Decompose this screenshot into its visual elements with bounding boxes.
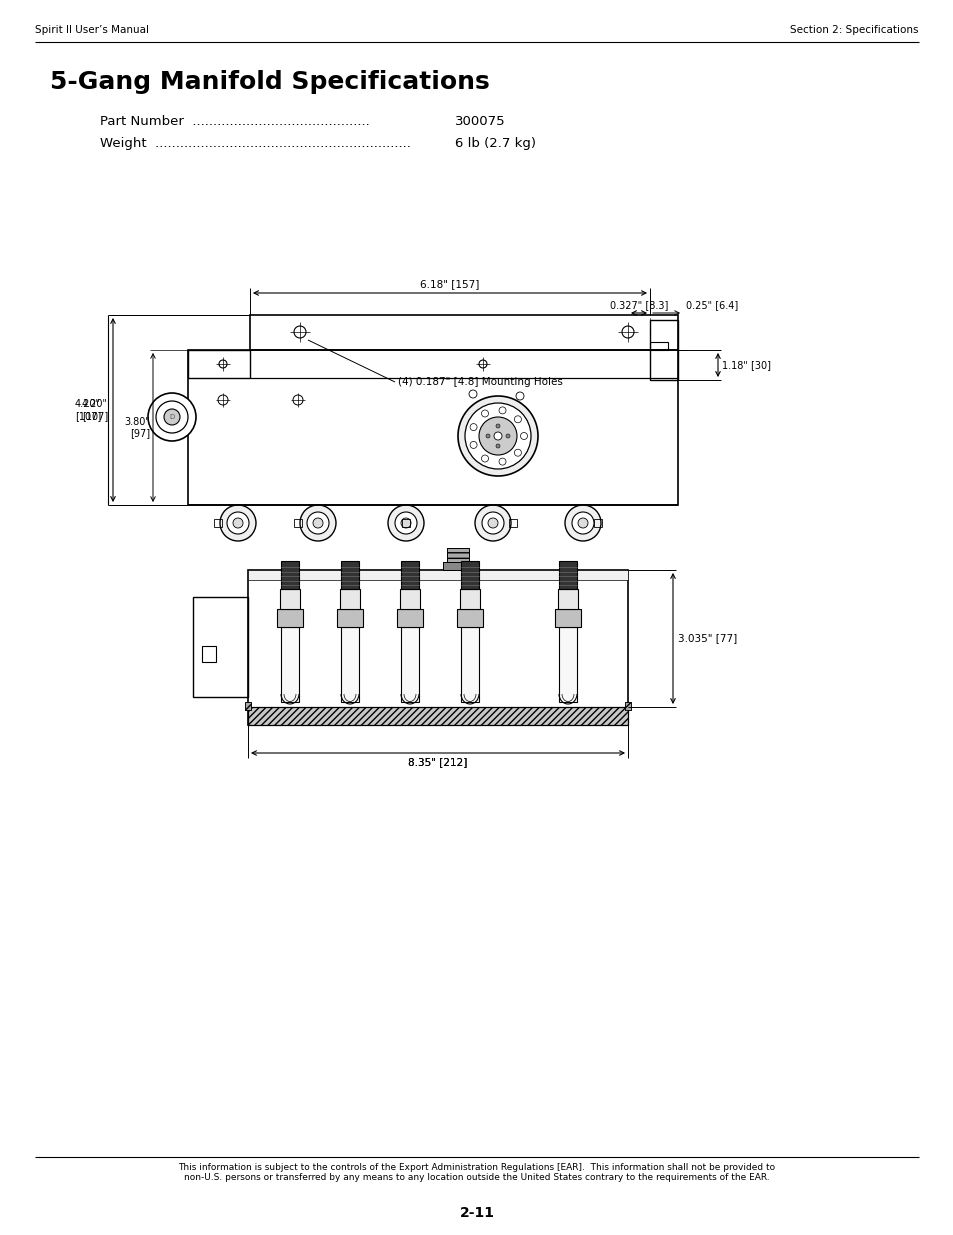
Circle shape	[307, 513, 329, 534]
Bar	[447, 548, 469, 562]
Bar	[460, 561, 478, 589]
Circle shape	[485, 433, 490, 438]
Bar	[245, 701, 251, 710]
Bar	[248, 706, 627, 725]
Bar	[245, 701, 251, 710]
Bar	[594, 519, 601, 527]
Circle shape	[496, 445, 499, 448]
Bar	[276, 609, 303, 627]
Bar	[399, 589, 419, 609]
Bar	[396, 609, 422, 627]
Bar	[188, 350, 678, 505]
Bar	[339, 589, 359, 609]
Circle shape	[470, 424, 476, 431]
Bar	[188, 350, 250, 378]
Text: 3.035" [77]: 3.035" [77]	[678, 634, 737, 643]
Bar	[400, 627, 418, 701]
Bar	[248, 571, 627, 580]
Bar	[509, 519, 517, 527]
Bar	[624, 701, 630, 710]
Bar	[456, 609, 482, 627]
Bar	[280, 589, 299, 609]
Circle shape	[481, 454, 488, 462]
Text: This information is subject to the controls of the Export Administration Regulat: This information is subject to the contr…	[178, 1163, 775, 1182]
Circle shape	[148, 393, 195, 441]
Circle shape	[470, 441, 476, 448]
Bar	[213, 519, 222, 527]
Bar	[649, 320, 678, 380]
Bar	[202, 646, 215, 662]
Bar	[193, 597, 248, 697]
Circle shape	[481, 410, 488, 417]
Bar	[649, 342, 667, 350]
Circle shape	[520, 432, 527, 440]
Circle shape	[514, 450, 521, 456]
Bar	[248, 571, 627, 725]
Text: 0.327" [8.3]: 0.327" [8.3]	[609, 300, 667, 310]
Bar	[459, 589, 479, 609]
Text: D: D	[170, 414, 174, 420]
Circle shape	[578, 517, 587, 529]
Bar	[460, 627, 478, 701]
Bar	[294, 519, 302, 527]
Bar	[401, 519, 410, 527]
Circle shape	[572, 513, 594, 534]
Text: 8.35" [212]: 8.35" [212]	[408, 757, 467, 767]
Bar	[336, 609, 363, 627]
Circle shape	[498, 458, 505, 466]
Circle shape	[220, 505, 255, 541]
Text: (4) 0.187" [4.8] Mounting Holes: (4) 0.187" [4.8] Mounting Holes	[397, 377, 562, 387]
Circle shape	[400, 517, 411, 529]
Circle shape	[488, 517, 497, 529]
Bar	[400, 561, 418, 589]
Circle shape	[233, 517, 243, 529]
Circle shape	[564, 505, 600, 541]
Circle shape	[299, 505, 335, 541]
Circle shape	[313, 517, 323, 529]
Bar	[248, 706, 627, 725]
Text: Weight  ..............................................................: Weight .................................…	[100, 137, 411, 149]
Circle shape	[395, 513, 416, 534]
Text: Section 2: Specifications: Section 2: Specifications	[790, 25, 918, 35]
Bar	[558, 589, 578, 609]
Circle shape	[464, 403, 531, 469]
Circle shape	[498, 406, 505, 414]
Circle shape	[481, 513, 503, 534]
Bar	[340, 561, 358, 589]
Text: 2-11: 2-11	[459, 1207, 494, 1220]
Bar	[558, 627, 577, 701]
Circle shape	[388, 505, 423, 541]
Bar	[281, 561, 298, 589]
Circle shape	[494, 432, 501, 440]
Text: 8.35" [212]: 8.35" [212]	[408, 757, 467, 767]
Bar	[281, 627, 298, 701]
Circle shape	[478, 417, 517, 454]
Text: Spirit II User’s Manual: Spirit II User’s Manual	[35, 25, 149, 35]
Circle shape	[496, 424, 499, 429]
Bar	[624, 701, 630, 710]
Text: 1.18" [30]: 1.18" [30]	[721, 359, 770, 370]
Circle shape	[514, 416, 521, 422]
Text: 300075: 300075	[455, 115, 505, 128]
Bar	[558, 561, 577, 589]
Bar	[442, 562, 473, 571]
Circle shape	[164, 409, 180, 425]
Bar	[250, 315, 678, 350]
Circle shape	[475, 505, 511, 541]
Circle shape	[505, 433, 510, 438]
Bar	[555, 609, 580, 627]
Bar	[340, 627, 358, 701]
Bar	[447, 548, 469, 562]
Circle shape	[227, 513, 249, 534]
Text: 6 lb (2.7 kg): 6 lb (2.7 kg)	[455, 137, 536, 149]
Text: Part Number  ...........................................: Part Number ............................…	[100, 115, 370, 128]
Text: 6.18" [157]: 6.18" [157]	[420, 279, 479, 289]
Text: 0.25" [6.4]: 0.25" [6.4]	[685, 300, 738, 310]
Text: 4.20"
[107]: 4.20" [107]	[75, 399, 101, 421]
Circle shape	[457, 396, 537, 475]
Text: 5-Gang Manifold Specifications: 5-Gang Manifold Specifications	[50, 70, 489, 94]
Text: 4.20"
[107]: 4.20" [107]	[82, 399, 108, 421]
Bar	[442, 562, 473, 571]
Text: 3.80"
[97]: 3.80" [97]	[124, 416, 150, 438]
